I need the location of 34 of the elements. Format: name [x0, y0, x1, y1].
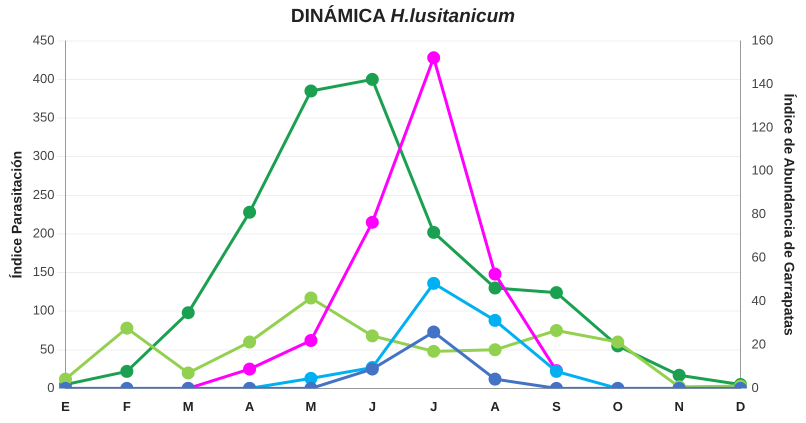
- x-tick-label: N: [674, 398, 684, 414]
- x-tick-label: D: [736, 398, 746, 414]
- y-tick-label: 0: [47, 380, 54, 395]
- y-tick-label: 200: [32, 225, 54, 240]
- x-tick-label: O: [612, 398, 623, 414]
- x-tick-label: S: [552, 398, 562, 414]
- chart-title: DINÁMICA H.lusitanicum: [290, 4, 516, 29]
- y2-tick-label: 140: [752, 76, 774, 91]
- y2-tick-label: 60: [752, 250, 766, 265]
- y-tick-label: 300: [32, 148, 54, 164]
- y2-tick-label: 160: [752, 32, 774, 48]
- y-tick-label: 450: [32, 32, 54, 48]
- y2-tick-label: 100: [752, 162, 774, 178]
- x-tick-label: A: [244, 398, 255, 414]
- y2-tick-label: 120: [752, 119, 774, 134]
- x-tick-label: F: [122, 398, 131, 414]
- y-tick-label: 350: [32, 110, 54, 125]
- y-axis-title: Índice Parasitación: [8, 150, 24, 278]
- x-tick-label: A: [490, 398, 500, 414]
- y2-tick-label: 80: [752, 206, 766, 222]
- y2-tick-label: 40: [752, 293, 766, 308]
- y-tick-label: 150: [32, 264, 54, 280]
- x-tick-label: M: [182, 398, 194, 414]
- x-tick-label: M: [306, 398, 316, 414]
- y-tick-label: 50: [40, 341, 54, 356]
- y-tick-label: 250: [32, 186, 54, 202]
- y2-tick-label: 0: [752, 380, 759, 395]
- y-tick-label: 400: [32, 71, 54, 86]
- y2-tick-label: 20: [752, 336, 766, 352]
- x-tick-label: J: [430, 398, 438, 414]
- x-tick-label: E: [61, 398, 70, 414]
- y-tick-label: 100: [32, 302, 54, 318]
- y2-axis-title: Índice de Abundancia de Garrapatas: [782, 93, 798, 336]
- x-tick-label: J: [368, 398, 376, 414]
